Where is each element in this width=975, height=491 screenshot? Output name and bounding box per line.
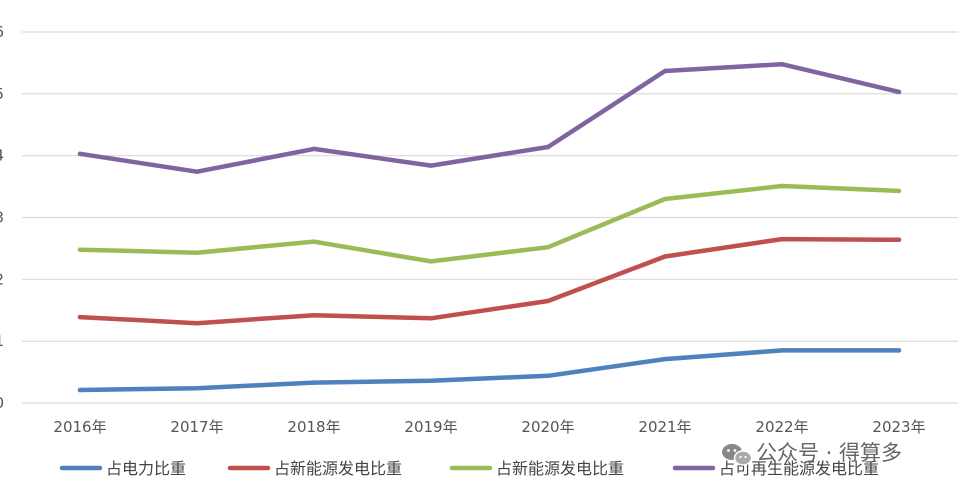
data-point bbox=[896, 237, 902, 242]
y-tick-label: 3 bbox=[0, 209, 4, 227]
data-point bbox=[77, 151, 83, 157]
x-tick-label: 2019年 bbox=[404, 418, 457, 436]
data-point bbox=[311, 380, 317, 385]
legend: 占电力比重 占新能源发电比重 占新能源发电比重 占可再生能源发电比重 bbox=[59, 459, 879, 478]
data-point bbox=[311, 239, 317, 244]
data-point bbox=[779, 236, 785, 242]
data-point bbox=[194, 385, 200, 391]
y-tick-label: 0 bbox=[0, 394, 4, 412]
data-point bbox=[194, 321, 200, 326]
data-point bbox=[194, 169, 200, 174]
data-point bbox=[545, 373, 551, 378]
legend-label: 占电力比重 bbox=[106, 459, 186, 478]
y-tick-label: 6 bbox=[0, 23, 4, 41]
data-point bbox=[779, 348, 785, 353]
y-tick-label: 1 bbox=[0, 332, 4, 350]
data-point bbox=[428, 378, 434, 383]
data-point bbox=[896, 188, 902, 194]
data-point bbox=[662, 68, 668, 74]
x-tick-label: 2020年 bbox=[521, 418, 574, 436]
wechat-icon bbox=[722, 444, 753, 466]
data-point bbox=[77, 387, 83, 393]
data-point bbox=[428, 259, 434, 264]
data-point bbox=[311, 146, 317, 152]
watermark-text: 公众号 · 得算多 bbox=[756, 441, 902, 465]
series-line-2 bbox=[77, 236, 902, 326]
data-point bbox=[77, 314, 83, 320]
series-line-1 bbox=[77, 348, 902, 393]
data-point bbox=[428, 316, 434, 321]
watermark: 公众号 · 得算多 bbox=[722, 441, 902, 466]
data-point bbox=[311, 312, 317, 318]
data-point bbox=[428, 163, 434, 168]
data-point bbox=[194, 250, 200, 255]
x-axis-tick-labels: 2016年 2017年 2018年 2019年 2020年 2021年 2022年 2023年 bbox=[53, 418, 925, 436]
legend-label: 占可再生能源发电比重 bbox=[719, 459, 879, 478]
y-tick-label: 2 bbox=[0, 270, 4, 288]
legend-label: 占新能源发电比重 bbox=[496, 459, 624, 478]
data-point bbox=[545, 298, 551, 304]
y-tick-label: 5 bbox=[0, 85, 4, 103]
series-lines bbox=[77, 61, 902, 393]
x-tick-label: 2017年 bbox=[170, 418, 223, 436]
data-point bbox=[896, 89, 902, 95]
y-tick-label: 4 bbox=[0, 147, 4, 165]
x-tick-label: 2016年 bbox=[53, 418, 106, 436]
data-point bbox=[545, 144, 551, 150]
data-point bbox=[77, 247, 83, 252]
data-point bbox=[662, 254, 668, 259]
data-point bbox=[896, 348, 902, 353]
x-tick-label: 2021年 bbox=[638, 418, 691, 436]
series-line-4 bbox=[77, 61, 902, 174]
data-point bbox=[779, 61, 785, 67]
legend-label: 占新能源发电比重 bbox=[274, 459, 402, 478]
data-point bbox=[545, 244, 551, 250]
series-line-3 bbox=[77, 183, 902, 264]
x-tick-label: 2023年 bbox=[872, 418, 925, 436]
data-point bbox=[662, 356, 668, 362]
x-tick-label: 2022年 bbox=[755, 418, 808, 436]
x-tick-label: 2018年 bbox=[287, 418, 340, 436]
gridlines: 0 1 2 3 4 5 6 bbox=[0, 23, 958, 412]
data-point bbox=[662, 196, 668, 202]
data-point bbox=[779, 183, 785, 189]
